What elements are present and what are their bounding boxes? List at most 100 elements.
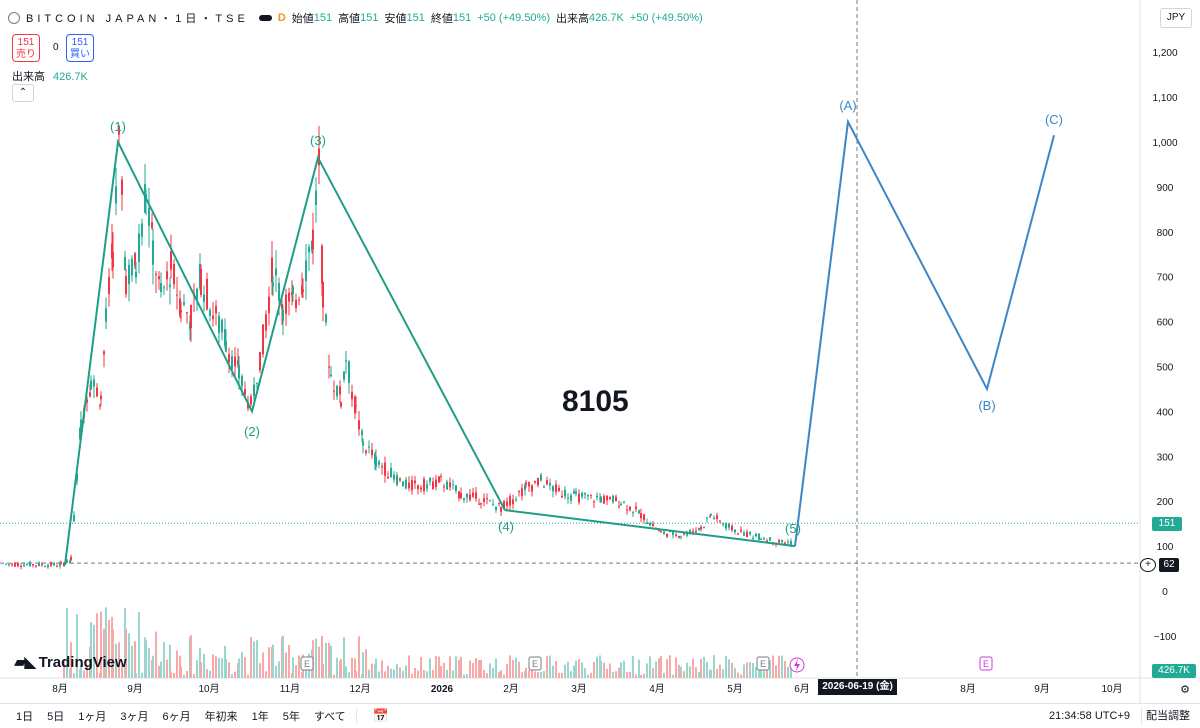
- volume-bar: [351, 657, 353, 678]
- candle-body: [281, 303, 283, 309]
- timeframe-1y[interactable]: 1年: [251, 710, 269, 723]
- symbol-title[interactable]: BITCOIN JAPAN・1日・TSE: [26, 13, 249, 25]
- volume-bar: [362, 652, 364, 678]
- volume-bar: [285, 652, 287, 678]
- timeframe-3m[interactable]: 3ヶ月: [120, 710, 149, 723]
- candle-body: [626, 509, 628, 511]
- candle-body: [752, 537, 754, 539]
- candle-body: [265, 314, 267, 331]
- candle-body: [429, 477, 431, 482]
- timeframe-1d[interactable]: 1日: [16, 710, 34, 723]
- volume-bar: [417, 670, 419, 678]
- candle-body: [561, 495, 563, 498]
- volume-bar: [155, 631, 157, 678]
- currency-selector[interactable]: JPY: [1160, 8, 1192, 28]
- candle-body: [241, 376, 243, 387]
- candle-body: [652, 523, 654, 526]
- volume-bar: [183, 674, 185, 678]
- tradingview-logo[interactable]: ▰◣ TradingView: [14, 652, 127, 672]
- volume-bar: [503, 674, 505, 678]
- add-alert-icon[interactable]: +: [1140, 558, 1156, 572]
- wave-4-5-line: [504, 509, 796, 548]
- candle-body: [138, 233, 140, 262]
- candle-body: [489, 500, 491, 502]
- candle-body: [524, 484, 526, 491]
- earnings-marker: [756, 656, 770, 671]
- candle-body: [362, 441, 364, 446]
- candle-body: [558, 487, 560, 492]
- candle-body: [90, 380, 92, 390]
- candle-body: [318, 148, 320, 166]
- delayed-badge[interactable]: D: [277, 12, 286, 24]
- volume-bar: [472, 663, 474, 678]
- volume-bar: [265, 671, 267, 678]
- candle-body: [790, 541, 792, 545]
- volume-bar: [620, 662, 622, 678]
- timeframe-6m[interactable]: 6ヶ月: [162, 710, 191, 723]
- volume-bar: [148, 648, 150, 678]
- candle-body: [173, 263, 175, 285]
- time-tick-label: 2月: [503, 683, 519, 695]
- clock[interactable]: 21:34:58 UTC+9: [1048, 710, 1130, 722]
- candle-body: [506, 501, 508, 506]
- volume-bar: [100, 611, 102, 678]
- volume-bar: [322, 663, 324, 678]
- candle-body: [333, 390, 335, 392]
- volume-bar: [695, 667, 697, 678]
- candle-body: [760, 538, 762, 540]
- candle-body: [47, 565, 49, 568]
- high-value: 151: [360, 12, 379, 24]
- volume-bar: [626, 671, 628, 678]
- timeframe-ytd[interactable]: 年初来: [204, 710, 238, 723]
- sell-button[interactable]: 151 売り: [12, 34, 40, 62]
- volume-bar: [686, 662, 688, 678]
- candle-body: [706, 517, 708, 519]
- candle-body: [443, 486, 445, 488]
- volume-bar: [268, 647, 270, 678]
- candle-body: [5, 563, 7, 565]
- volume-bar: [354, 658, 356, 678]
- candle-body: [440, 476, 442, 478]
- candle-body: [215, 306, 217, 314]
- volume-legend[interactable]: 出来高 426.7K: [12, 68, 88, 84]
- time-tick-label: 3月: [571, 683, 587, 695]
- candle-body: [713, 517, 715, 519]
- volume-bar: [692, 658, 694, 678]
- date-range-icon[interactable]: 📅: [372, 707, 389, 723]
- volume-bar: [570, 671, 572, 678]
- candle-body: [86, 399, 88, 403]
- candle-body: [781, 539, 783, 542]
- timeframe-all[interactable]: すべて: [313, 710, 346, 723]
- candle-body: [89, 392, 91, 397]
- open-value: 151: [313, 12, 333, 24]
- volume-bar: [528, 670, 530, 678]
- candle-body: [414, 480, 416, 484]
- settings-gear-icon[interactable]: ⚙: [1180, 684, 1190, 696]
- volume-bar: [348, 672, 350, 678]
- corrective-wave-line: [794, 118, 1055, 547]
- volume-bar: [509, 655, 511, 678]
- timeframe-5d[interactable]: 5日: [47, 710, 65, 723]
- dividend-adjust-button[interactable]: 配当調整: [1141, 707, 1194, 725]
- candle-body: [525, 482, 527, 485]
- candle-body: [253, 384, 255, 397]
- candle-body: [426, 484, 428, 489]
- volume-bar: [295, 665, 297, 678]
- candle-body: [69, 560, 71, 563]
- candle-body: [503, 501, 505, 510]
- volume-bar: [333, 674, 335, 678]
- volume-bar: [180, 666, 182, 678]
- volume-bar: [596, 656, 598, 678]
- buy-button[interactable]: 151 買い: [66, 34, 94, 62]
- header-volume-label: 出来高: [556, 13, 589, 25]
- low-label: 安値: [384, 13, 407, 25]
- volume-bar: [638, 659, 640, 678]
- volume-bar: [384, 671, 386, 678]
- collapse-legend-button[interactable]: ⌃: [12, 84, 34, 102]
- timeframe-5y[interactable]: 5年: [282, 710, 300, 723]
- close-label: 終値: [430, 13, 453, 25]
- toolbar-divider: [355, 708, 357, 723]
- time-axis: 8月 9月 10月 11月 12月 2026 2月 3月 4月 5月 6月 8月 9月 10月: [52, 683, 1122, 695]
- timeframe-1m[interactable]: 1ヶ月: [78, 710, 107, 723]
